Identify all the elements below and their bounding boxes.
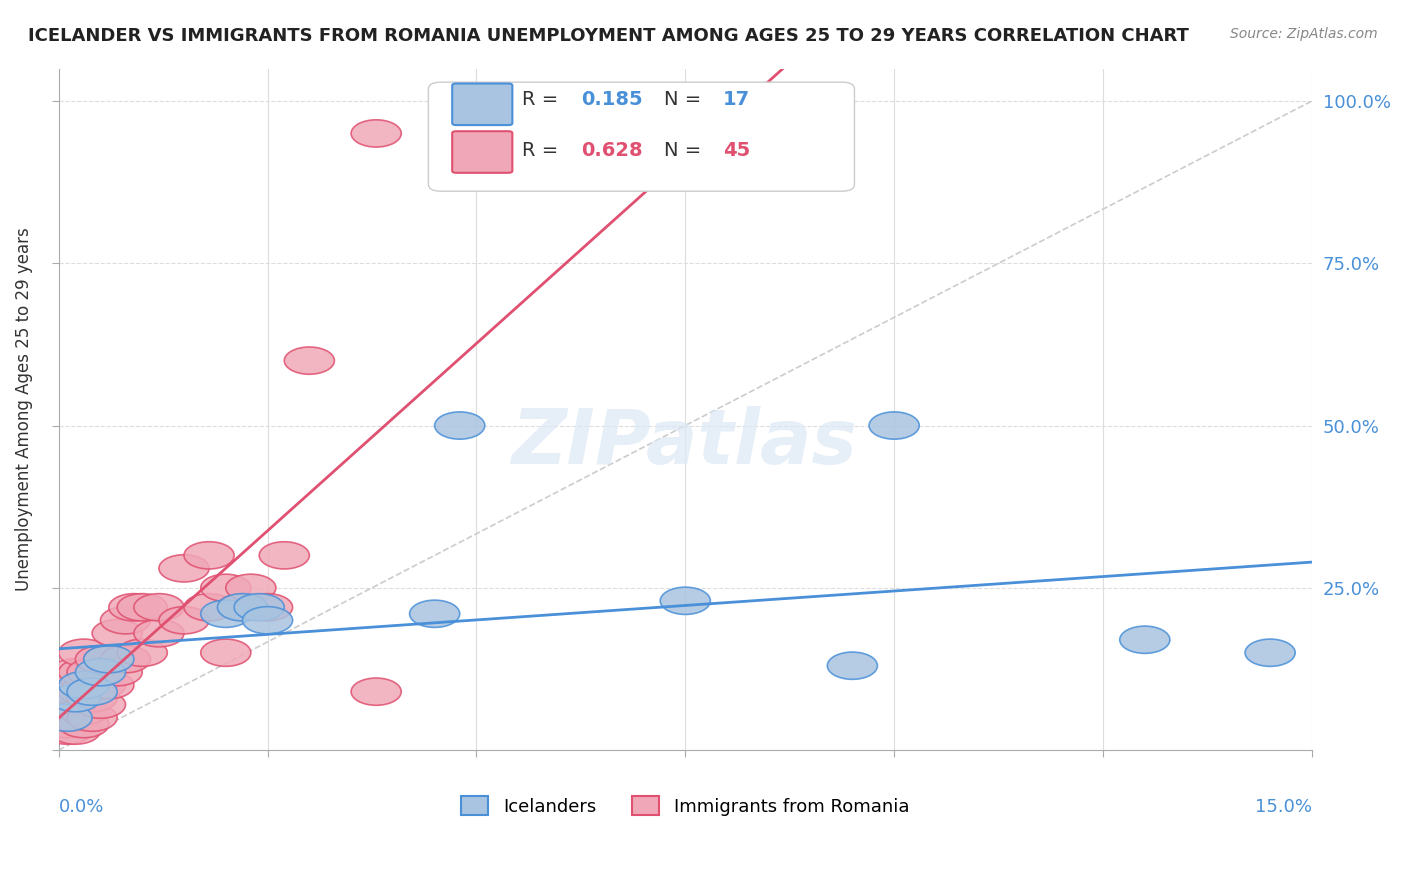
Text: ZIPatlas: ZIPatlas [512,407,858,481]
Ellipse shape [59,672,108,698]
Ellipse shape [42,711,93,738]
FancyBboxPatch shape [429,82,855,191]
Ellipse shape [42,684,93,712]
Ellipse shape [84,646,134,673]
Ellipse shape [134,594,184,621]
Text: 17: 17 [723,90,749,109]
Ellipse shape [59,711,108,738]
Ellipse shape [159,607,209,634]
Text: R =: R = [523,141,565,160]
Ellipse shape [661,587,710,615]
Ellipse shape [201,574,250,601]
Ellipse shape [259,541,309,569]
Ellipse shape [201,600,250,627]
Ellipse shape [51,684,100,712]
Ellipse shape [201,639,250,666]
Ellipse shape [93,658,142,686]
Ellipse shape [51,691,100,718]
Ellipse shape [284,347,335,375]
Ellipse shape [76,691,125,718]
Ellipse shape [76,672,125,698]
Text: 0.628: 0.628 [581,141,643,160]
Text: N =: N = [664,141,707,160]
Ellipse shape [184,594,235,621]
Ellipse shape [100,646,150,673]
Ellipse shape [67,684,117,712]
Ellipse shape [409,600,460,627]
Ellipse shape [59,658,108,686]
Ellipse shape [242,607,292,634]
Ellipse shape [108,594,159,621]
Ellipse shape [352,120,401,147]
Ellipse shape [827,652,877,680]
Text: 0.185: 0.185 [581,90,643,109]
Ellipse shape [134,620,184,647]
Ellipse shape [59,698,108,725]
Ellipse shape [67,704,117,731]
Ellipse shape [235,594,284,621]
Ellipse shape [42,704,93,731]
Ellipse shape [42,717,93,744]
Legend: Icelanders, Immigrants from Romania: Icelanders, Immigrants from Romania [454,789,917,822]
Text: ICELANDER VS IMMIGRANTS FROM ROMANIA UNEMPLOYMENT AMONG AGES 25 TO 29 YEARS CORR: ICELANDER VS IMMIGRANTS FROM ROMANIA UNE… [28,27,1189,45]
Text: 45: 45 [723,141,751,160]
FancyBboxPatch shape [453,131,512,173]
Ellipse shape [51,658,100,686]
Text: Source: ZipAtlas.com: Source: ZipAtlas.com [1230,27,1378,41]
Text: R =: R = [523,90,565,109]
Ellipse shape [226,574,276,601]
Ellipse shape [67,678,117,706]
Ellipse shape [76,646,125,673]
Ellipse shape [869,412,920,439]
Ellipse shape [84,646,134,673]
Ellipse shape [117,594,167,621]
Ellipse shape [1119,626,1170,653]
Ellipse shape [218,594,267,621]
Ellipse shape [42,704,93,731]
Ellipse shape [67,658,117,686]
Ellipse shape [84,672,134,698]
Ellipse shape [242,594,292,621]
Text: N =: N = [664,90,707,109]
FancyBboxPatch shape [453,84,512,125]
Ellipse shape [76,658,125,686]
Ellipse shape [51,717,100,744]
Ellipse shape [51,678,100,706]
Ellipse shape [218,594,267,621]
Ellipse shape [1246,639,1295,666]
Ellipse shape [117,639,167,666]
Ellipse shape [59,678,108,706]
Ellipse shape [434,412,485,439]
Ellipse shape [352,678,401,706]
Ellipse shape [93,620,142,647]
Ellipse shape [100,607,150,634]
Y-axis label: Unemployment Among Ages 25 to 29 years: Unemployment Among Ages 25 to 29 years [15,227,32,591]
Ellipse shape [184,541,235,569]
Text: 0.0%: 0.0% [59,797,104,816]
Ellipse shape [51,704,100,731]
Ellipse shape [42,698,93,725]
Ellipse shape [159,555,209,582]
Text: 15.0%: 15.0% [1256,797,1312,816]
Ellipse shape [59,639,108,666]
